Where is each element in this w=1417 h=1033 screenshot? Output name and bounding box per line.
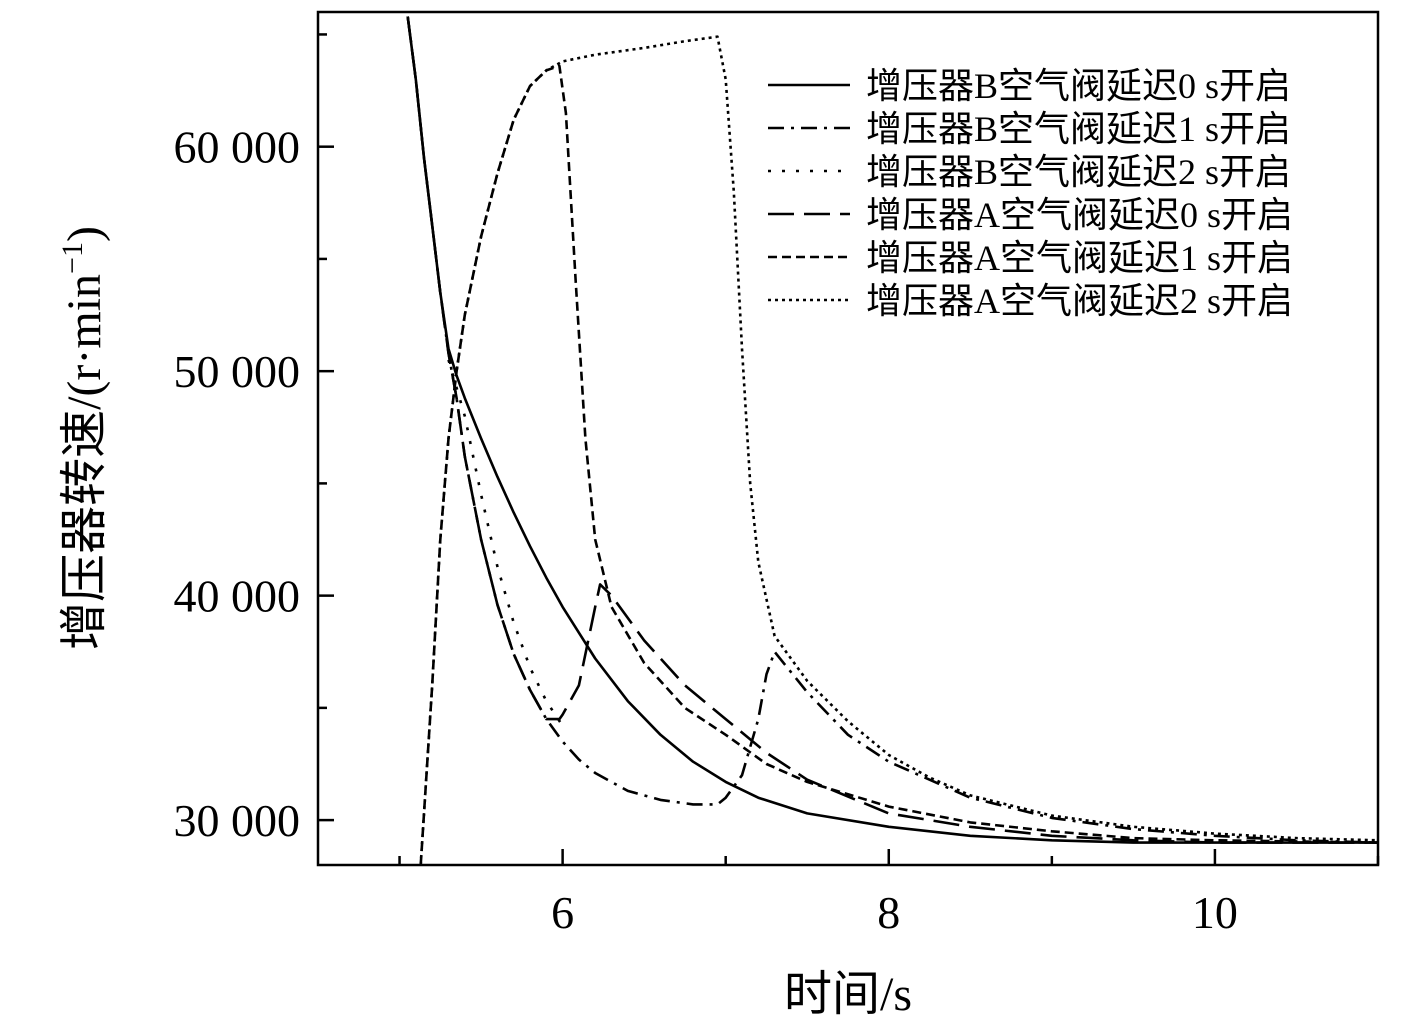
series-line-5	[419, 64, 1378, 865]
series-line-3	[447, 359, 564, 727]
axis-ticks	[318, 33, 1380, 865]
y-tick-label: 40 000	[174, 571, 301, 622]
legend-label: 增压器A空气阀延迟2 s开启	[866, 281, 1293, 321]
y-tick-label: 50 000	[174, 346, 301, 397]
x-tick-label: 10	[1192, 887, 1238, 938]
legend-entry-6: 增压器A空气阀延迟2 s开启	[768, 281, 1293, 321]
y-axis-title-main: 增压器转速/(r·min	[58, 274, 111, 650]
y-tick-label: 60 000	[174, 122, 301, 173]
legend-label: 增压器A空气阀延迟1 s开启	[866, 238, 1293, 278]
legend-entry-1: 增压器B空气阀延迟0 s开启	[768, 66, 1291, 106]
series-line-2	[406, 16, 1378, 844]
legend-entry-4: 增压器A空气阀延迟0 s开启	[768, 195, 1293, 235]
plot-lines	[406, 16, 1378, 865]
legend-label: 增压器B空气阀延迟2 s开启	[866, 152, 1291, 192]
y-tick-label: 30 000	[174, 795, 301, 846]
legend-label: 增压器A空气阀延迟0 s开启	[866, 195, 1293, 235]
x-tick-label: 6	[551, 887, 574, 938]
legend-entry-3: 增压器B空气阀延迟2 s开启	[768, 152, 1291, 192]
series-line-6	[419, 35, 1378, 865]
legend-label: 增压器B空气阀延迟0 s开启	[866, 66, 1291, 106]
x-tick-label: 8	[877, 887, 900, 938]
legend-entry-2: 增压器B空气阀延迟1 s开启	[768, 109, 1291, 149]
series-line-4	[406, 16, 1378, 844]
plot-frame	[316, 10, 1380, 867]
y-axis-title: 增压器转速/(r·min−1)	[56, 226, 111, 650]
y-axis-title-sup: −1	[56, 242, 89, 274]
axis-tick-labels: 6 8 10 30 000 40 000 50 000 60 000	[174, 122, 1238, 938]
y-axis-title-close: )	[58, 226, 111, 242]
x-axis-title: 时间/s	[784, 968, 912, 1021]
legend-label: 增压器B空气阀延迟1 s开启	[866, 109, 1291, 149]
legend-entry-5: 增压器A空气阀延迟1 s开启	[768, 238, 1293, 278]
